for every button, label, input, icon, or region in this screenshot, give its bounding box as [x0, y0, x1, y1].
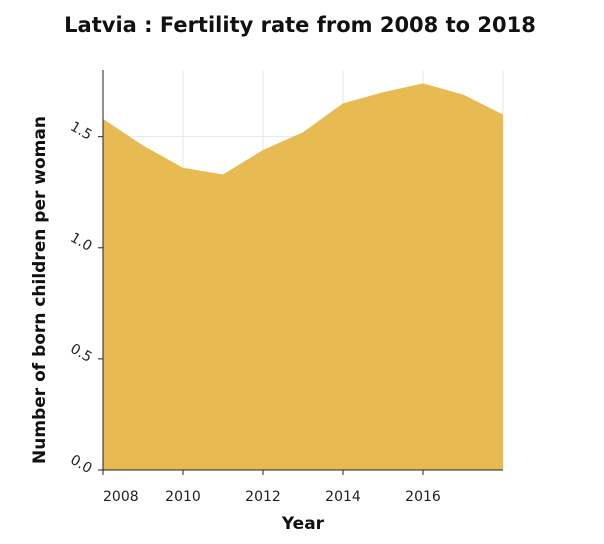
y-axis-label: Number of born children per woman — [30, 116, 50, 464]
x-axis-label: Year — [281, 514, 325, 534]
y-tick-label: 1.5 — [67, 119, 94, 144]
y-tick-label: 1.0 — [67, 230, 94, 255]
fertility-area — [103, 83, 503, 470]
x-tick-label: 2016 — [405, 489, 441, 505]
y-tick-label: 0.0 — [67, 452, 94, 477]
chart-title: Latvia : Fertility rate from 2008 to 201… — [64, 13, 536, 37]
x-tick-label: 2010 — [165, 489, 201, 505]
tick-labels: 2008 2010 2012 2014 2016 0.0 0.5 1.0 1.5 — [67, 119, 441, 505]
y-tick-label: 0.5 — [67, 341, 94, 366]
x-tick-label: 2012 — [245, 489, 281, 505]
x-tick-label: 2008 — [103, 489, 139, 505]
x-tick-label: 2014 — [325, 489, 361, 505]
